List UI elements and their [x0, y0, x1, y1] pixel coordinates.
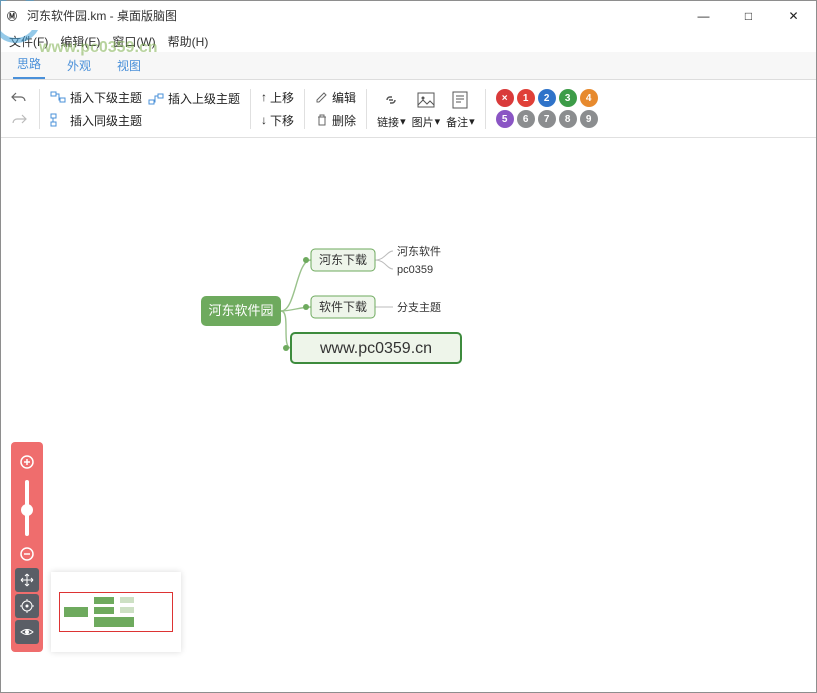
- svg-text:pc0359: pc0359: [397, 264, 433, 276]
- menu-window[interactable]: 窗口(W): [112, 33, 155, 50]
- zoom-in-button[interactable]: [15, 450, 39, 474]
- insert-sibling-icon: [50, 113, 66, 127]
- priority-9[interactable]: 9: [580, 110, 598, 128]
- insert-parent-label: 插入上级主题: [168, 90, 240, 107]
- edit-icon: [315, 90, 329, 104]
- edit-button[interactable]: 编辑: [315, 89, 356, 106]
- zoom-tools: [11, 442, 43, 652]
- toolbar: 插入下级主题 插入同级主题 插入上级主题 ↑上移 ↓下移 编辑 删除 链接▾: [1, 80, 816, 138]
- maximize-button[interactable]: □: [726, 1, 771, 30]
- svg-text:河东下载: 河东下载: [319, 253, 367, 267]
- insert-sibling-label: 插入同级主题: [70, 112, 142, 129]
- insert-parent-button[interactable]: 插入上级主题: [148, 90, 240, 107]
- svg-text:软件下载: 软件下载: [319, 300, 367, 314]
- image-icon: [414, 88, 438, 112]
- down-icon: ↓: [261, 113, 267, 127]
- priority-6[interactable]: 6: [517, 110, 535, 128]
- priority-8[interactable]: 8: [559, 110, 577, 128]
- insert-child-button[interactable]: 插入下级主题: [50, 89, 142, 106]
- insert-child-label: 插入下级主题: [70, 89, 142, 106]
- insert-child-icon: [50, 90, 66, 104]
- priority-3[interactable]: 3: [559, 89, 577, 107]
- tab-view[interactable]: 视图: [113, 52, 145, 79]
- svg-text:河东软件: 河东软件: [397, 244, 441, 258]
- close-button[interactable]: ✕: [771, 1, 816, 30]
- menubar: 文件(F) 编辑(E) 窗口(W) 帮助(H): [1, 30, 816, 52]
- menu-help[interactable]: 帮助(H): [168, 33, 209, 50]
- titlebar: Ⓜ 河东软件园.km - 桌面版脑图 — □ ✕: [1, 1, 816, 30]
- zoom-out-button[interactable]: [15, 542, 39, 566]
- window-title: 河东软件园.km - 桌面版脑图: [27, 7, 177, 24]
- tab-idea[interactable]: 思路: [13, 50, 45, 79]
- priority-grid: × 1 2 3 4 5 6 7 8 9: [496, 89, 598, 128]
- svg-text:分支主题: 分支主题: [397, 301, 441, 314]
- insert-sibling-button[interactable]: 插入同级主题: [50, 112, 142, 129]
- minimap[interactable]: [51, 572, 181, 652]
- delete-button[interactable]: 删除: [315, 112, 356, 129]
- insert-parent-icon: [148, 92, 164, 106]
- locate-button[interactable]: [15, 594, 39, 618]
- redo-button[interactable]: [9, 110, 29, 130]
- priority-5[interactable]: 5: [496, 110, 514, 128]
- image-button[interactable]: 图片▾: [412, 88, 441, 130]
- tabbar: 思路 外观 视图: [1, 52, 816, 80]
- priority-clear[interactable]: ×: [496, 89, 514, 107]
- up-icon: ↑: [261, 90, 267, 104]
- preview-button[interactable]: [15, 620, 39, 644]
- tab-appearance[interactable]: 外观: [63, 52, 95, 79]
- priority-7[interactable]: 7: [538, 110, 556, 128]
- zoom-slider[interactable]: [25, 480, 29, 536]
- minimize-button[interactable]: —: [681, 1, 726, 30]
- priority-4[interactable]: 4: [580, 89, 598, 107]
- move-down-button[interactable]: ↓下移: [261, 112, 294, 129]
- menu-file[interactable]: 文件(F): [9, 33, 48, 50]
- note-icon: [448, 88, 472, 112]
- note-button[interactable]: 备注▾: [446, 88, 475, 130]
- pan-button[interactable]: [15, 568, 39, 592]
- priority-2[interactable]: 2: [538, 89, 556, 107]
- link-button[interactable]: 链接▾: [377, 88, 406, 130]
- priority-1[interactable]: 1: [517, 89, 535, 107]
- move-up-button[interactable]: ↑上移: [261, 89, 294, 106]
- svg-text:河东软件园: 河东软件园: [208, 303, 273, 318]
- link-icon: [379, 88, 403, 112]
- undo-button[interactable]: [9, 88, 29, 108]
- svg-text:www.pc0359.cn: www.pc0359.cn: [319, 340, 432, 357]
- app-icon: Ⓜ: [7, 8, 23, 24]
- menu-edit[interactable]: 编辑(E): [60, 33, 100, 50]
- trash-icon: [315, 113, 329, 127]
